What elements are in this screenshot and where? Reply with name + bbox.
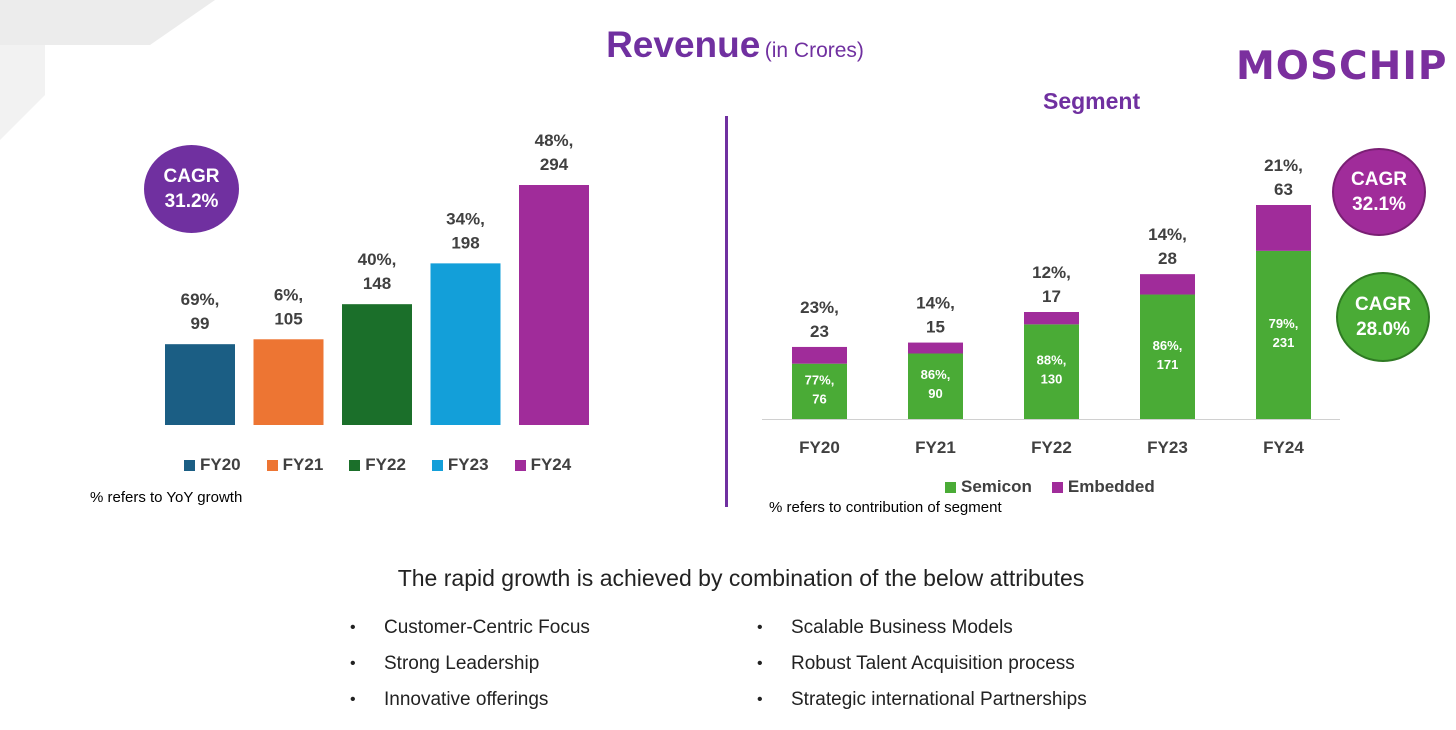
- legend-swatch: [514, 459, 526, 471]
- x-tick-label: FY22: [1031, 438, 1072, 457]
- legend-swatch: [349, 459, 361, 471]
- list-item: • Scalable Business Models: [757, 610, 1087, 646]
- x-tick-label: FY21: [915, 438, 956, 457]
- list-item: • Strong Leadership: [350, 646, 590, 682]
- embedded-value-label: 14%, 28: [1148, 225, 1187, 268]
- x-tick-label: FY20: [799, 438, 840, 457]
- revenue-bar-chart: 69%, 99 6%, 105 40%, 148 34%, 198 48%, 294: [165, 131, 589, 425]
- list-item-text: Customer-Centric Focus: [384, 617, 590, 638]
- attributes-list-right: • Scalable Business Models • Robust Talent …: [757, 610, 1087, 718]
- list-item: • Robust Talent Acquisition process: [757, 646, 1087, 682]
- legend-swatch: [184, 459, 195, 471]
- legend-item-fy20: FY20: [184, 455, 241, 475]
- yoy-note: % refers to YoY growth: [90, 489, 243, 506]
- x-tick-label: FY23: [1147, 438, 1188, 457]
- legend-item-semicon: Semicon: [945, 477, 1032, 497]
- segment-note: % refers to contribution of segment: [769, 499, 1002, 516]
- list-item-text: Scalable Business Models: [791, 617, 1013, 638]
- embedded-bar-fy21: [908, 342, 963, 354]
- cagr-value: 32.1%: [1352, 194, 1406, 215]
- attributes-list-left: • Customer-Centric Focus • Strong Leadershi…: [350, 610, 590, 718]
- title-main: Revenue: [606, 24, 761, 65]
- page-title: Revenue (in Crores): [0, 24, 1456, 66]
- list-item: • Strategic international Partnerships: [757, 682, 1087, 718]
- segment-chart-title: Segment: [1043, 88, 1141, 114]
- semicon-bar-fy20: [792, 363, 847, 419]
- bullet-marker: •: [757, 691, 763, 708]
- x-tick-label: FY24: [1263, 438, 1304, 457]
- semicon-bar-fy22: [1024, 324, 1079, 419]
- legend-label: FY24: [530, 455, 572, 474]
- bullet-marker: •: [350, 691, 356, 708]
- list-item-text: Innovative offerings: [384, 689, 549, 710]
- semicon-value-label: 79%, 231: [1269, 316, 1299, 350]
- legend-item-fy23: FY23: [431, 455, 489, 475]
- semicon-value-label: 86%, 90: [921, 367, 951, 401]
- legend-item-fy24: FY24: [514, 455, 572, 475]
- semicon-bar-fy21: [908, 353, 963, 419]
- cagr-label: CAGR: [1351, 169, 1407, 190]
- revenue-value-label: 6%, 105: [274, 285, 303, 328]
- list-item-text: Strong Leadership: [384, 653, 540, 674]
- segment-stacked-chart: 77%, 76 23%, 23 FY20 86%, 90 14%, 15 FY21 88%, 130 1…: [762, 156, 1340, 457]
- legend-label: FY21: [282, 455, 324, 474]
- legend-item-fy22: FY22: [349, 455, 406, 475]
- legend-label: FY22: [365, 455, 406, 474]
- legend-label: Embedded: [1067, 477, 1155, 496]
- revenue-bar-fy20: [165, 344, 235, 425]
- legend-item-embedded: Embedded: [1051, 477, 1155, 497]
- list-item-text: Strategic international Partnerships: [791, 689, 1087, 710]
- bullet-marker: •: [350, 619, 356, 636]
- list-item: • Innovative offerings: [350, 682, 590, 718]
- moschip-logo: MOSCHIP: [1236, 44, 1448, 89]
- cagr-badge-embedded: CAGR 32.1%: [1332, 148, 1426, 236]
- revenue-bar-fy21: [253, 339, 324, 425]
- embedded-bar-fy23: [1140, 274, 1195, 295]
- embedded-bar-fy24: [1256, 205, 1311, 251]
- corner-decoration: [0, 0, 215, 140]
- legend-swatch: [266, 459, 278, 471]
- bullet-marker: •: [757, 655, 763, 672]
- embedded-bar-fy20: [792, 346, 847, 364]
- bullet-marker: •: [757, 619, 763, 636]
- revenue-bar-fy23: [430, 263, 501, 425]
- revenue-value-label: 40%, 148: [358, 250, 397, 293]
- revenue-bar-fy22: [342, 304, 412, 425]
- legend-swatch: [1051, 481, 1063, 493]
- growth-headline: The rapid growth is achieved by combinat…: [397, 565, 1085, 591]
- legend-swatch: [945, 481, 956, 493]
- semicon-value-label: 86%, 171: [1153, 338, 1183, 372]
- title-sub: (in Crores): [764, 39, 864, 62]
- segment-legend: Semicon Embedded: [945, 477, 1155, 497]
- revenue-legend: FY20 FY21 FY22 FY23 FY24: [184, 455, 571, 475]
- legend-swatch: [431, 459, 443, 471]
- cagr-badge-semicon: CAGR 28.0%: [1336, 272, 1430, 362]
- embedded-value-label: 12%, 17: [1032, 263, 1071, 306]
- legend-label: Semicon: [961, 477, 1032, 496]
- revenue-value-label: 34%, 198: [446, 209, 485, 252]
- list-item-text: Robust Talent Acquisition process: [791, 653, 1075, 674]
- legend-label: FY23: [447, 455, 489, 474]
- embedded-value-label: 21%, 63: [1264, 156, 1303, 199]
- cagr-value: 31.2%: [164, 191, 219, 212]
- revenue-value-label: 69%, 99: [181, 290, 220, 333]
- cagr-label: CAGR: [163, 166, 220, 187]
- list-item: • Customer-Centric Focus: [350, 610, 590, 646]
- legend-label: FY20: [200, 455, 241, 474]
- embedded-value-label: 23%, 23: [800, 298, 839, 341]
- semicon-bar-fy24: [1256, 250, 1311, 419]
- bullet-marker: •: [350, 655, 356, 672]
- cagr-badge-revenue: CAGR 31.2%: [144, 145, 239, 233]
- embedded-value-label: 14%, 15: [916, 294, 955, 337]
- vertical-divider: [725, 116, 728, 507]
- cagr-value: 28.0%: [1356, 319, 1410, 340]
- revenue-value-label: 48%, 294: [535, 131, 574, 174]
- cagr-label: CAGR: [1355, 294, 1411, 315]
- embedded-bar-fy22: [1024, 312, 1079, 325]
- revenue-bar-fy24: [519, 185, 589, 425]
- semicon-value-label: 77%, 76: [805, 372, 835, 406]
- semicon-bar-fy23: [1140, 294, 1195, 419]
- semicon-value-label: 88%, 130: [1037, 353, 1067, 387]
- legend-item-fy21: FY21: [266, 455, 324, 475]
